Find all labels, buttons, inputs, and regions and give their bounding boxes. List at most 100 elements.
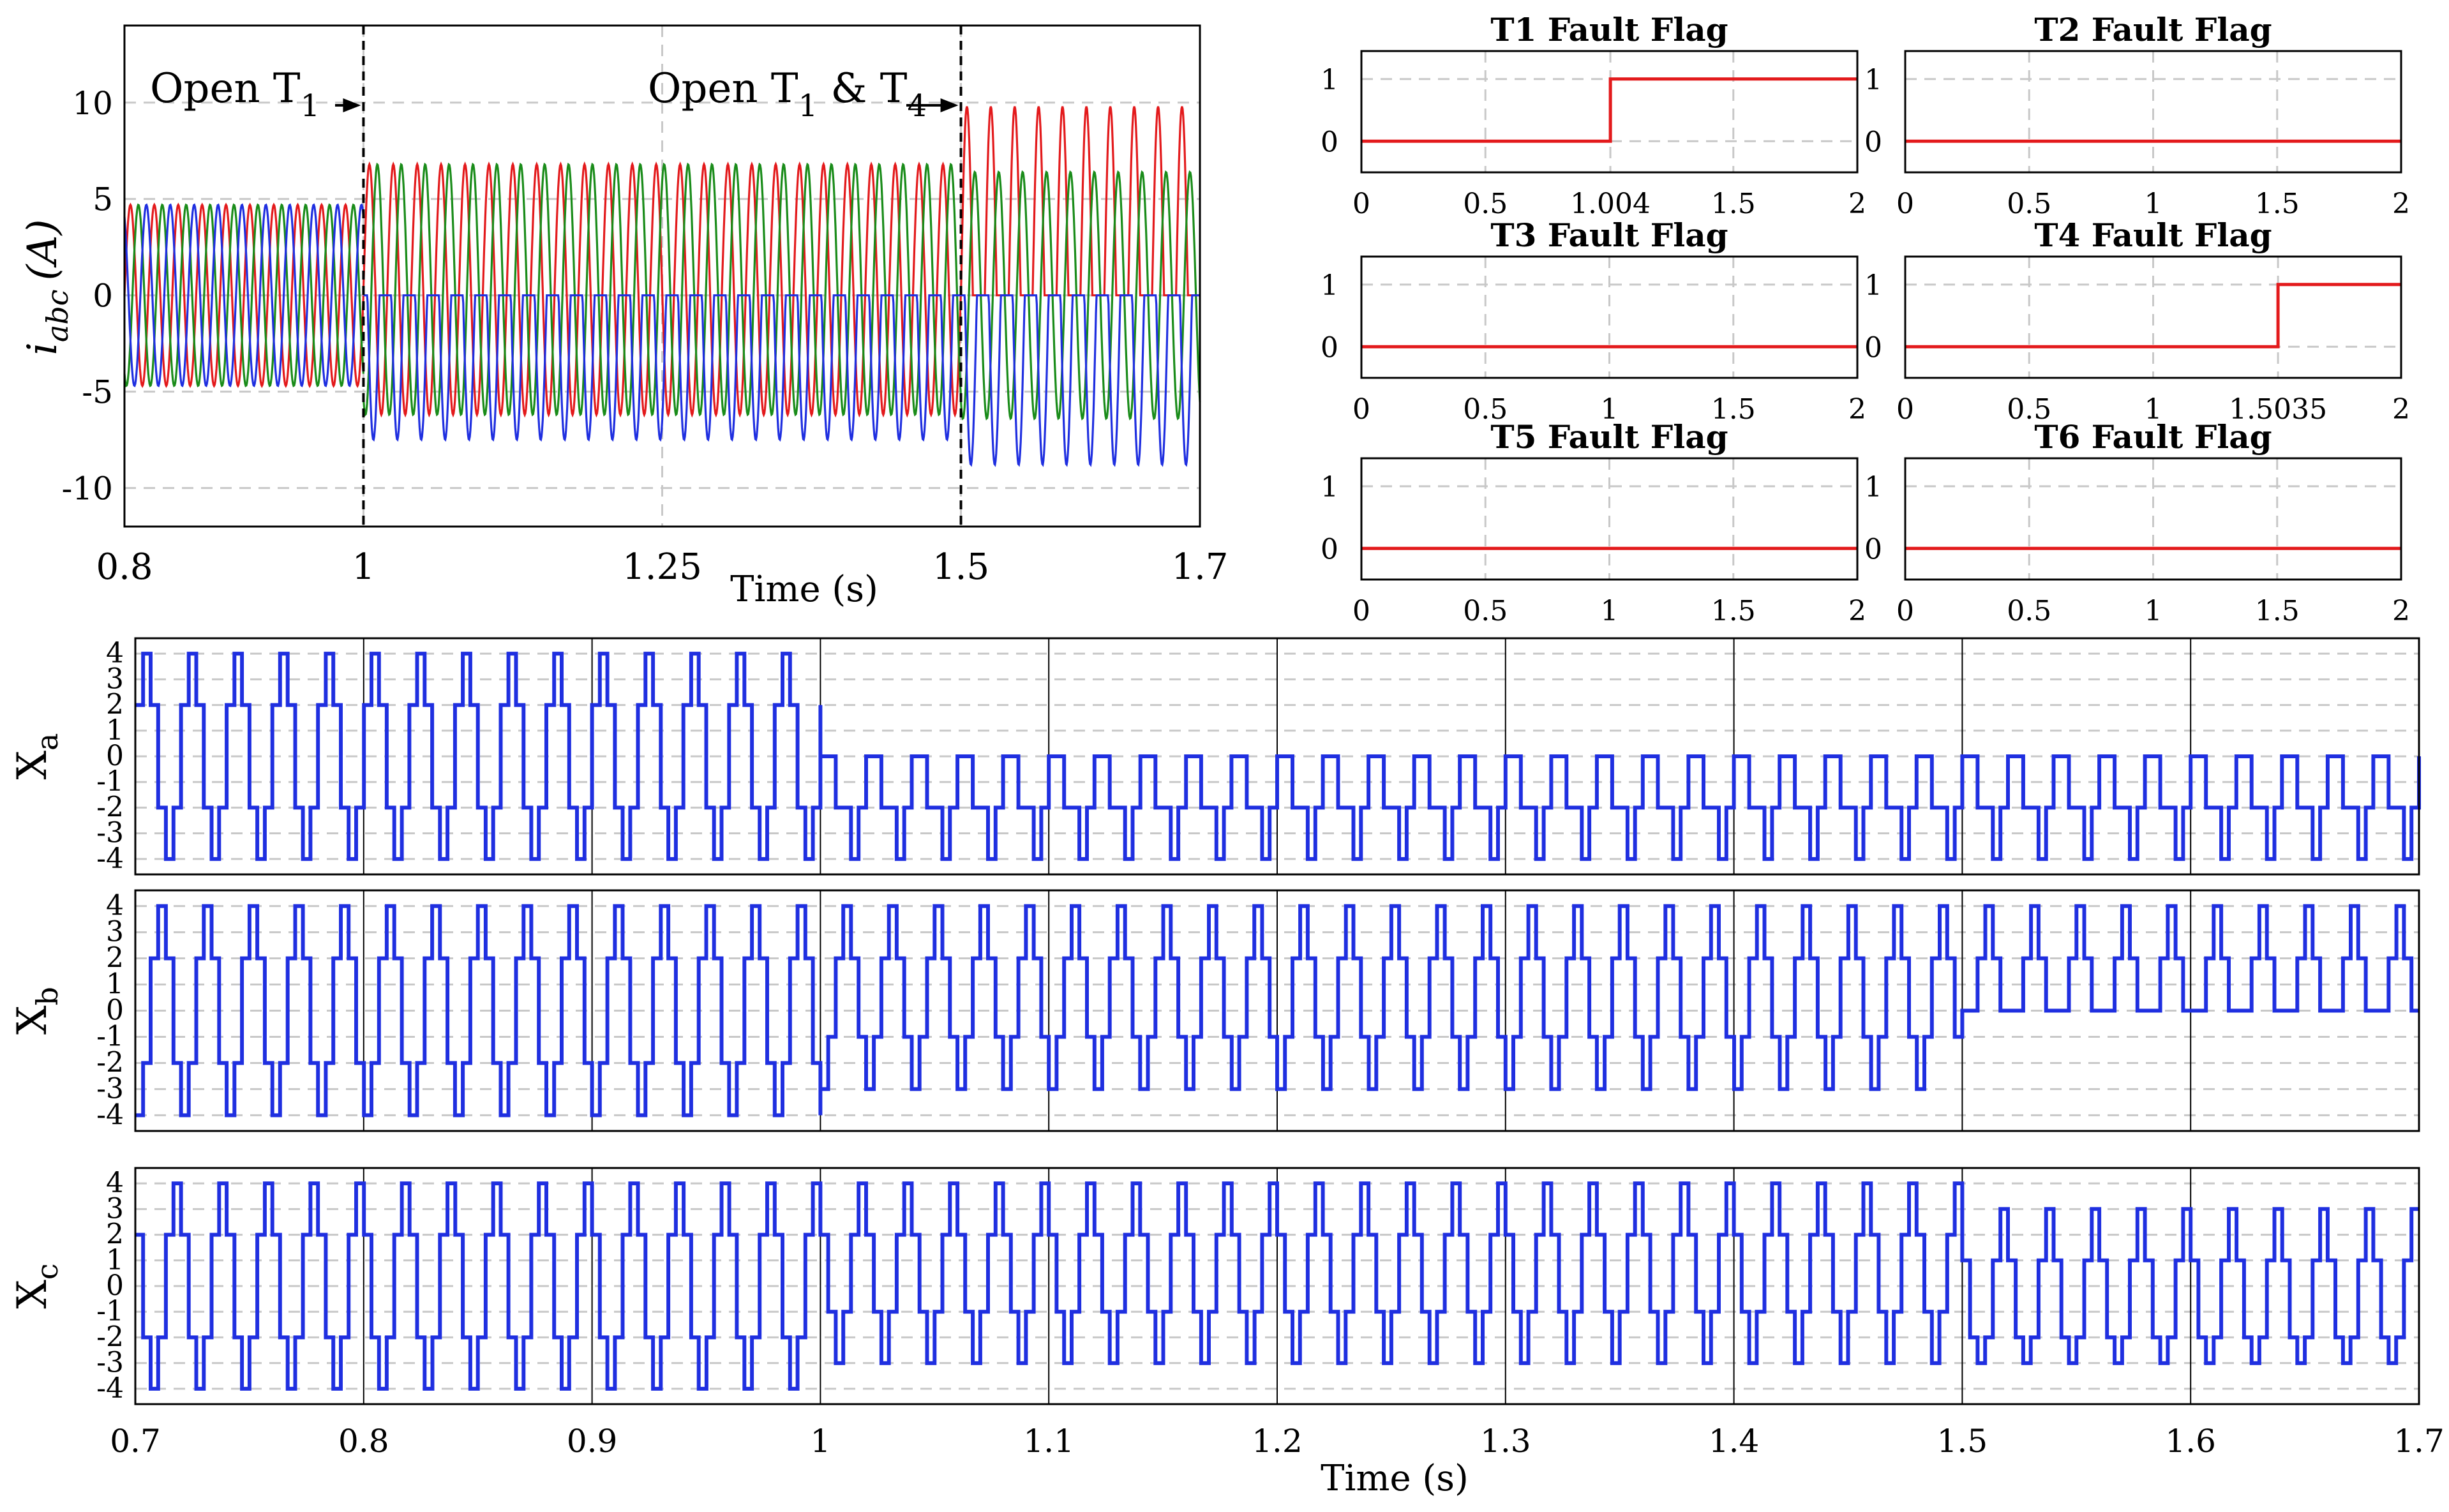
plot-frame <box>134 889 2420 1132</box>
xtick-label: 1 <box>2145 393 2162 426</box>
xtick-label: 0.8 <box>96 546 153 588</box>
y-axis-label: Xb <box>9 987 64 1035</box>
xtick-label: 1 <box>1601 393 1619 426</box>
current-series-1-segment-0 <box>123 203 364 387</box>
y-axis-label: iabc (A) <box>19 219 75 355</box>
x-axis-label: Time (s) <box>730 569 878 610</box>
annotation-arrowhead <box>343 98 361 112</box>
state-charts: 43210-1-2-3-4Xa43210-1-2-3-4Xb43210-1-2-… <box>9 637 2445 1499</box>
current-series-2-segment-2 <box>961 294 1200 467</box>
panel-title: T2 Fault Flag <box>2034 11 2272 49</box>
y-label-sub: abc <box>40 290 75 343</box>
xtick-label: 0.5 <box>1463 188 1508 220</box>
plot-frame <box>1360 50 1859 174</box>
xtick-label: 1.5 <box>1937 1423 1988 1460</box>
xtick-label: 1.5 <box>1711 595 1756 627</box>
ytick-label: -2 <box>96 1046 124 1079</box>
ytick-label: -2 <box>96 1321 124 1353</box>
xtick-label: 1.7 <box>1171 546 1228 588</box>
plot-frame <box>134 1167 2420 1405</box>
ytick-label: -1 <box>96 1295 124 1328</box>
y-label-main: X <box>9 1005 56 1035</box>
state-waveform-Xb <box>135 904 2419 1118</box>
annotation-arrowhead <box>940 98 959 112</box>
annotation-sub: 1 <box>301 88 320 124</box>
xtick-label: 1.4 <box>1709 1423 1760 1460</box>
xtick-label: 1.7 <box>2393 1423 2445 1460</box>
ytick-label: -3 <box>96 1072 124 1105</box>
fault-flag-panel-6: 0 1 0 0.5 1 1.5 2 T6 Fault Flag <box>1864 418 2410 627</box>
fault-flag-line <box>1361 77 1857 143</box>
fault-flag-charts: 0 1 0 0.5 1.004 1.5 2 T1 Fault Flag 0 1 0 0.5 1 1.5 2 T… <box>1321 11 2410 627</box>
annotation-text: & T <box>818 65 908 112</box>
ytick-label: -10 <box>61 470 113 507</box>
ytick-label: -4 <box>96 1098 124 1131</box>
y-label-main: X <box>9 1280 56 1309</box>
xtick-label: 1.5 <box>2255 188 2300 220</box>
ytick-label: 1 <box>1864 471 1882 504</box>
ytick-label: 3 <box>106 662 124 695</box>
xtick-label: 0.7 <box>110 1423 161 1460</box>
plot-frame <box>134 637 2420 876</box>
ytick-label: 0 <box>1321 331 1338 364</box>
ytick-label: 1 <box>106 968 124 1001</box>
xtick-label: 1 <box>2145 595 2162 627</box>
y-label-unit: (A) <box>19 219 66 280</box>
xtick-label: 1 <box>2145 188 2162 220</box>
ytick-label: 1 <box>1321 64 1338 96</box>
ytick-label: 4 <box>106 637 124 670</box>
ytick-label: -3 <box>96 1347 124 1379</box>
xtick-label: 0 <box>1896 595 1914 627</box>
y-label-sub: b <box>30 987 64 1005</box>
xtick-label: 1 <box>1601 595 1619 627</box>
panel-title: T6 Fault Flag <box>2034 418 2272 456</box>
panel-title: T5 Fault Flag <box>1490 418 1728 456</box>
ytick-label: 4 <box>106 890 124 922</box>
current-series-2-segment-0 <box>123 203 364 387</box>
ytick-label: -1 <box>96 765 124 798</box>
state-waveform-Xc <box>135 1181 2419 1391</box>
xtick-label: 1.6 <box>2165 1423 2216 1460</box>
ytick-label: 4 <box>106 1167 124 1199</box>
xtick-label: 1 <box>352 546 375 588</box>
xtick-label: 1.5 <box>2255 595 2300 627</box>
xtick-label: 0.5 <box>2007 595 2051 627</box>
annotation-text: Open T <box>150 65 301 112</box>
fault-flag-panel-5: 0 1 0 0.5 1 1.5 2 T5 Fault Flag <box>1321 418 1866 627</box>
ytick-label: -5 <box>82 374 113 411</box>
xtick-label: 1.25 <box>622 546 702 588</box>
fault-flag-panel-2: 0 1 0 0.5 1 1.5 2 T2 Fault Flag <box>1864 11 2410 220</box>
ytick-label: -4 <box>96 842 124 875</box>
fault-flag-panel-4: 0 1 0 0.5 1 1.5035 2 T4 Fault Flag <box>1864 216 2410 426</box>
xtick-label: 0 <box>1896 393 1914 426</box>
ytick-label: 0 <box>1321 533 1338 565</box>
ytick-label: 0 <box>106 740 124 772</box>
x-axis-label: Time (s) <box>1321 1458 1469 1499</box>
ytick-label: 0 <box>1321 126 1338 158</box>
ytick-label: 2 <box>106 1218 124 1251</box>
plot-frame <box>1904 50 2402 174</box>
ytick-label: 3 <box>106 916 124 948</box>
xtick-label: 1.5 <box>1711 188 1756 220</box>
ytick-label: 0 <box>1864 331 1882 364</box>
ytick-label: 0 <box>1864 126 1882 158</box>
xtick-label: 1.5035 <box>2229 393 2327 426</box>
fault-flag-panel-3: 0 1 0 0.5 1 1.5 2 T3 Fault Flag <box>1321 216 1866 426</box>
panel-title: T3 Fault Flag <box>1490 216 1728 254</box>
ytick-label: 1 <box>106 1244 124 1276</box>
ytick-label: 0 <box>106 1269 124 1302</box>
ytick-label: 2 <box>106 689 124 721</box>
current-series-2-segment-1 <box>363 294 961 442</box>
xtick-label: 2 <box>2392 393 2410 426</box>
y-label-main: i <box>19 342 66 355</box>
ytick-label: 0 <box>1864 533 1882 565</box>
xtick-label: 0.5 <box>2007 393 2051 426</box>
annotation-text: Open T <box>648 65 798 112</box>
y-axis-label: Xa <box>9 733 64 780</box>
panel-title: T1 Fault Flag <box>1490 11 1728 49</box>
ytick-label: 3 <box>106 1192 124 1225</box>
plot-frame <box>1904 255 2402 379</box>
